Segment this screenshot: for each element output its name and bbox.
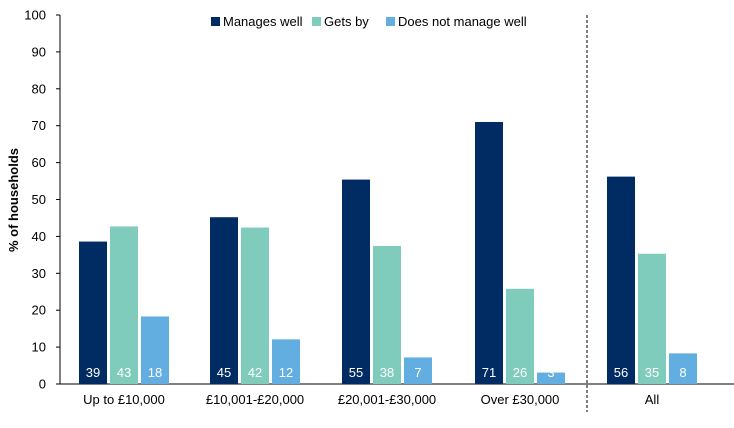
category-label: £10,001-£20,000: [206, 392, 304, 407]
data-label: 38: [380, 365, 394, 380]
bar: [210, 217, 238, 384]
bar: [638, 253, 666, 384]
data-label: 45: [217, 365, 231, 380]
y-tick-label: 90: [32, 44, 46, 59]
data-label: 35: [645, 365, 659, 380]
bar: [607, 176, 635, 384]
data-label: 56: [614, 365, 628, 380]
y-tick-label: 40: [32, 229, 46, 244]
data-label: 55: [349, 365, 363, 380]
legend-label: Manages well: [223, 14, 303, 29]
legend-swatch: [211, 17, 220, 26]
data-label: 71: [482, 365, 496, 380]
data-label: 7: [414, 365, 421, 380]
bar: [669, 353, 697, 384]
legend-swatch: [312, 17, 321, 26]
category-label: All: [645, 392, 660, 407]
data-label: 12: [279, 365, 293, 380]
category-label: Up to £10,000: [83, 392, 165, 407]
data-label: 42: [248, 365, 262, 380]
bar: [475, 122, 503, 384]
y-tick-label: 50: [32, 192, 46, 207]
bar: [79, 241, 107, 384]
y-tick-label: 0: [39, 377, 46, 392]
y-tick-label: 100: [24, 8, 46, 23]
legend-label: Does not manage well: [398, 14, 527, 29]
data-label: 18: [148, 365, 162, 380]
y-tick-label: 10: [32, 340, 46, 355]
legend: Manages well Gets by Does not manage well: [211, 14, 527, 29]
y-tick-label: 30: [32, 266, 46, 281]
legend-label: Gets by: [324, 14, 369, 29]
y-tick-label: 80: [32, 81, 46, 96]
bars: 39 43 18 45 42 12 55 38 7 71 26 3 56 35 8: [79, 122, 697, 384]
y-tick-label: 60: [32, 155, 46, 170]
data-label: 39: [86, 365, 100, 380]
bar: [373, 245, 401, 384]
category-label: £20,001-£30,000: [338, 392, 436, 407]
category-labels: Up to £10,000 £10,001-£20,000 £20,001-£30,…: [83, 392, 659, 407]
data-label: 8: [679, 365, 686, 380]
y-tick-label: 20: [32, 303, 46, 318]
bar: [141, 316, 169, 384]
y-axis-ticks: 0 10 20 30 40 50 60 70 80 90 100: [24, 8, 60, 392]
data-label: 3: [547, 365, 554, 380]
bar: [404, 357, 432, 384]
y-tick-label: 70: [32, 118, 46, 133]
y-axis-label: % of households: [6, 148, 21, 252]
bar: [342, 179, 370, 384]
data-label: 43: [117, 365, 131, 380]
data-label: 26: [513, 365, 527, 380]
category-label: Over £30,000: [481, 392, 560, 407]
legend-swatch: [386, 17, 395, 26]
bar: [537, 372, 565, 384]
bar: [506, 288, 534, 384]
bar: [110, 226, 138, 384]
bar: [272, 339, 300, 384]
bar: [241, 227, 269, 384]
